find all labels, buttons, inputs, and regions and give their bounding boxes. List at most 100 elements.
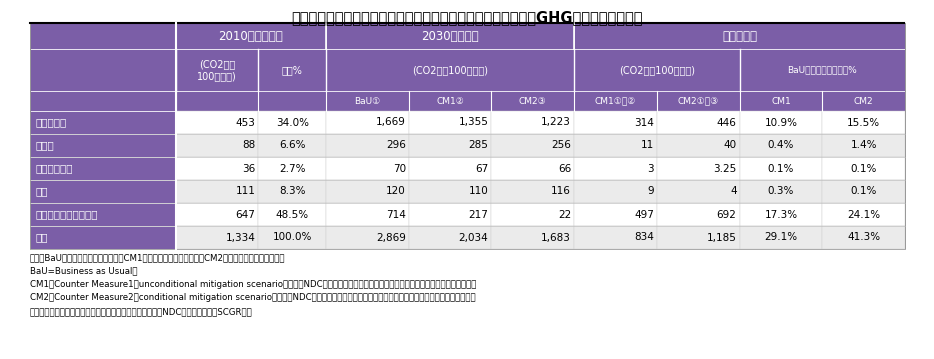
Text: 116: 116 — [551, 186, 572, 196]
Bar — [657, 157, 740, 180]
Text: 割合%: 割合% — [282, 65, 303, 75]
Bar — [30, 23, 905, 249]
Text: CM2: CM2 — [854, 97, 873, 106]
Bar — [657, 111, 740, 134]
Text: 217: 217 — [469, 210, 488, 219]
Bar — [657, 226, 740, 249]
Text: BaU=Business as Usual。: BaU=Business as Usual。 — [30, 266, 137, 275]
Text: 100.0%: 100.0% — [273, 233, 312, 242]
Bar — [409, 157, 491, 180]
Bar — [30, 23, 176, 49]
Bar — [491, 134, 574, 157]
Bar — [740, 157, 822, 180]
Text: 40: 40 — [724, 140, 737, 150]
Text: 0.3%: 0.3% — [768, 186, 794, 196]
Text: 497: 497 — [634, 210, 654, 219]
Bar — [491, 157, 574, 180]
Text: 285: 285 — [469, 140, 488, 150]
Text: 120: 120 — [386, 186, 405, 196]
Bar — [409, 226, 491, 249]
Bar — [326, 49, 574, 91]
Bar — [740, 226, 822, 249]
Bar — [822, 203, 905, 226]
Text: CM1: CM1 — [771, 97, 791, 106]
Text: 1.4%: 1.4% — [850, 140, 877, 150]
Text: 0.4%: 0.4% — [768, 140, 794, 150]
Text: 314: 314 — [634, 117, 654, 127]
Text: 88: 88 — [242, 140, 255, 150]
Text: 1,334: 1,334 — [225, 233, 255, 242]
Text: 0.1%: 0.1% — [768, 163, 794, 173]
Bar — [259, 134, 326, 157]
Bar — [491, 91, 574, 111]
Bar — [259, 203, 326, 226]
Text: 36: 36 — [242, 163, 255, 173]
Text: 29.1%: 29.1% — [764, 233, 798, 242]
Bar — [409, 91, 491, 111]
Text: 合計: 合計 — [35, 233, 48, 242]
Text: 図表８　インドネシア・シナリオ・セクター別温室効果ガス（GHG）排出量の見通し: 図表８ インドネシア・シナリオ・セクター別温室効果ガス（GHG）排出量の見通し — [291, 10, 643, 25]
Text: 3: 3 — [647, 163, 654, 173]
Bar — [30, 91, 176, 111]
Bar — [259, 157, 326, 180]
Text: 692: 692 — [716, 210, 737, 219]
Text: 1,223: 1,223 — [542, 117, 572, 127]
Text: 6.6%: 6.6% — [279, 140, 305, 150]
Text: 2030年予測値: 2030年予測値 — [421, 29, 479, 42]
Text: 24.1%: 24.1% — [847, 210, 880, 219]
Bar — [259, 180, 326, 203]
Bar — [822, 226, 905, 249]
Text: 1,669: 1,669 — [375, 117, 405, 127]
Bar — [30, 180, 176, 203]
Text: 66: 66 — [558, 163, 572, 173]
Bar — [822, 91, 905, 111]
Bar — [30, 203, 176, 226]
Text: 70: 70 — [392, 163, 405, 173]
Text: 34.0%: 34.0% — [276, 117, 309, 127]
Bar — [30, 226, 176, 249]
Bar — [326, 180, 409, 203]
Bar — [657, 134, 740, 157]
Text: 森林・その他土地利用: 森林・その他土地利用 — [35, 210, 97, 219]
Bar — [740, 180, 822, 203]
Bar — [259, 226, 326, 249]
Text: 2,869: 2,869 — [375, 233, 405, 242]
Text: 22: 22 — [558, 210, 572, 219]
Bar — [574, 91, 657, 111]
Bar — [326, 203, 409, 226]
Text: 67: 67 — [475, 163, 488, 173]
Bar — [259, 91, 326, 111]
Text: 排出削減量: 排出削減量 — [722, 29, 757, 42]
Text: 9: 9 — [647, 186, 654, 196]
Text: (CO2換算100万トン): (CO2換算100万トン) — [412, 65, 488, 75]
Bar — [574, 157, 657, 180]
Bar — [176, 203, 259, 226]
Bar — [740, 111, 822, 134]
Text: CM1＝Counter Measure1、unconditional mitigation scenarioであり、NDCを達成するために国内の資源や能力がどれ: CM1＝Counter Measure1、unconditional mitig… — [30, 280, 476, 289]
Text: 714: 714 — [386, 210, 405, 219]
Text: CM1②: CM1② — [436, 97, 464, 106]
Bar — [822, 157, 905, 180]
Text: CM2③: CM2③ — [519, 97, 546, 106]
Text: 2.7%: 2.7% — [279, 163, 305, 173]
Bar — [176, 180, 259, 203]
Text: 48.5%: 48.5% — [276, 210, 309, 219]
Text: BaU①: BaU① — [354, 97, 380, 106]
Bar — [176, 226, 259, 249]
Text: 4: 4 — [730, 186, 737, 196]
Bar — [822, 111, 905, 134]
Bar — [30, 111, 176, 134]
Bar — [574, 23, 905, 49]
Bar — [326, 226, 409, 249]
Bar — [491, 180, 574, 203]
Text: 446: 446 — [716, 117, 737, 127]
Bar — [409, 203, 491, 226]
Bar — [491, 226, 574, 249]
Text: 647: 647 — [235, 210, 255, 219]
Bar — [409, 111, 491, 134]
Bar — [740, 203, 822, 226]
Bar — [30, 134, 176, 157]
Text: 1,185: 1,185 — [707, 233, 737, 242]
Bar — [176, 49, 259, 91]
Text: 41.3%: 41.3% — [847, 233, 880, 242]
